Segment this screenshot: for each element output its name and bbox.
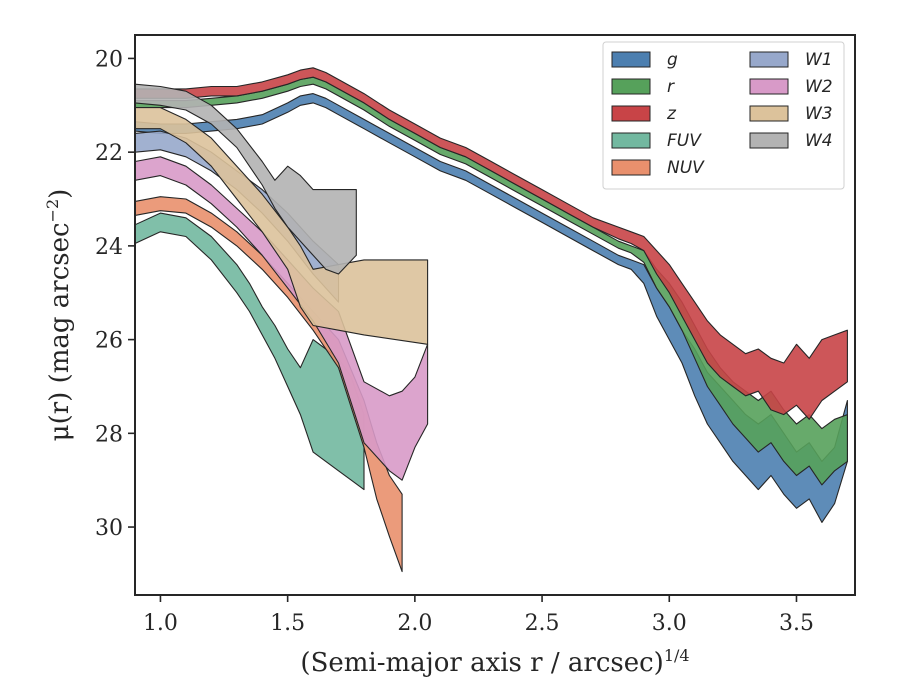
plot-frame bbox=[134, 34, 856, 596]
x-axis-label: (Semi-major axis r / arcsec)1/4 bbox=[300, 646, 689, 678]
legend: grz FUV NUV W1 W2 W3 W4 bbox=[602, 41, 845, 190]
legend-swatch-nuv bbox=[611, 159, 651, 176]
y-tick-label: 28 bbox=[95, 422, 123, 447]
legend-label-g: g bbox=[667, 50, 678, 70]
x-tick-label: 2.0 bbox=[397, 611, 432, 636]
legend-label-r: r bbox=[667, 77, 675, 97]
y-tick-label: 22 bbox=[95, 141, 123, 166]
y-tick-label: 24 bbox=[95, 235, 123, 260]
y-tick-label: 20 bbox=[95, 47, 123, 72]
y-axis-label: μ(r) (mag arcsec−2) bbox=[43, 189, 75, 442]
y-tick-label: 26 bbox=[95, 329, 123, 354]
legend-label-w1: W1 bbox=[805, 50, 833, 70]
legend-label-z: z bbox=[666, 104, 677, 124]
legend-swatch-z bbox=[611, 105, 651, 122]
legend-swatch-w1 bbox=[749, 51, 789, 68]
legend-swatch-w4 bbox=[749, 132, 789, 149]
legend-swatch-fuv bbox=[611, 132, 651, 149]
x-tick-label: 3.5 bbox=[779, 611, 814, 636]
legend-label-nuv: NUV bbox=[667, 158, 705, 178]
x-tick-label: 3.0 bbox=[652, 611, 687, 636]
legend-label-w3: W3 bbox=[805, 104, 833, 124]
band-w2 bbox=[135, 156, 429, 481]
legend-label-fuv: FUV bbox=[667, 131, 702, 151]
profile-bands bbox=[135, 67, 848, 573]
legend-swatch-w2 bbox=[749, 78, 789, 95]
y-tick-label: 30 bbox=[95, 516, 123, 541]
legend-label-w4: W4 bbox=[805, 131, 833, 151]
band-w3 bbox=[135, 107, 429, 345]
legend-swatch-w3 bbox=[749, 105, 789, 122]
axis-ticks: 1.0 1.5 2.0 2.5 3.0 3.5 20 22 24 26 28 30 bbox=[95, 47, 814, 636]
x-tick-label: 1.5 bbox=[270, 611, 305, 636]
x-tick-label: 1.0 bbox=[143, 611, 178, 636]
band-w4 bbox=[135, 83, 357, 275]
legend-swatch-g bbox=[611, 51, 651, 68]
legend-label-w2: W2 bbox=[805, 77, 833, 97]
legend-swatch-r bbox=[611, 78, 651, 95]
band-fuv bbox=[135, 212, 365, 491]
band-z bbox=[135, 67, 848, 420]
x-tick-label: 2.5 bbox=[525, 611, 560, 636]
